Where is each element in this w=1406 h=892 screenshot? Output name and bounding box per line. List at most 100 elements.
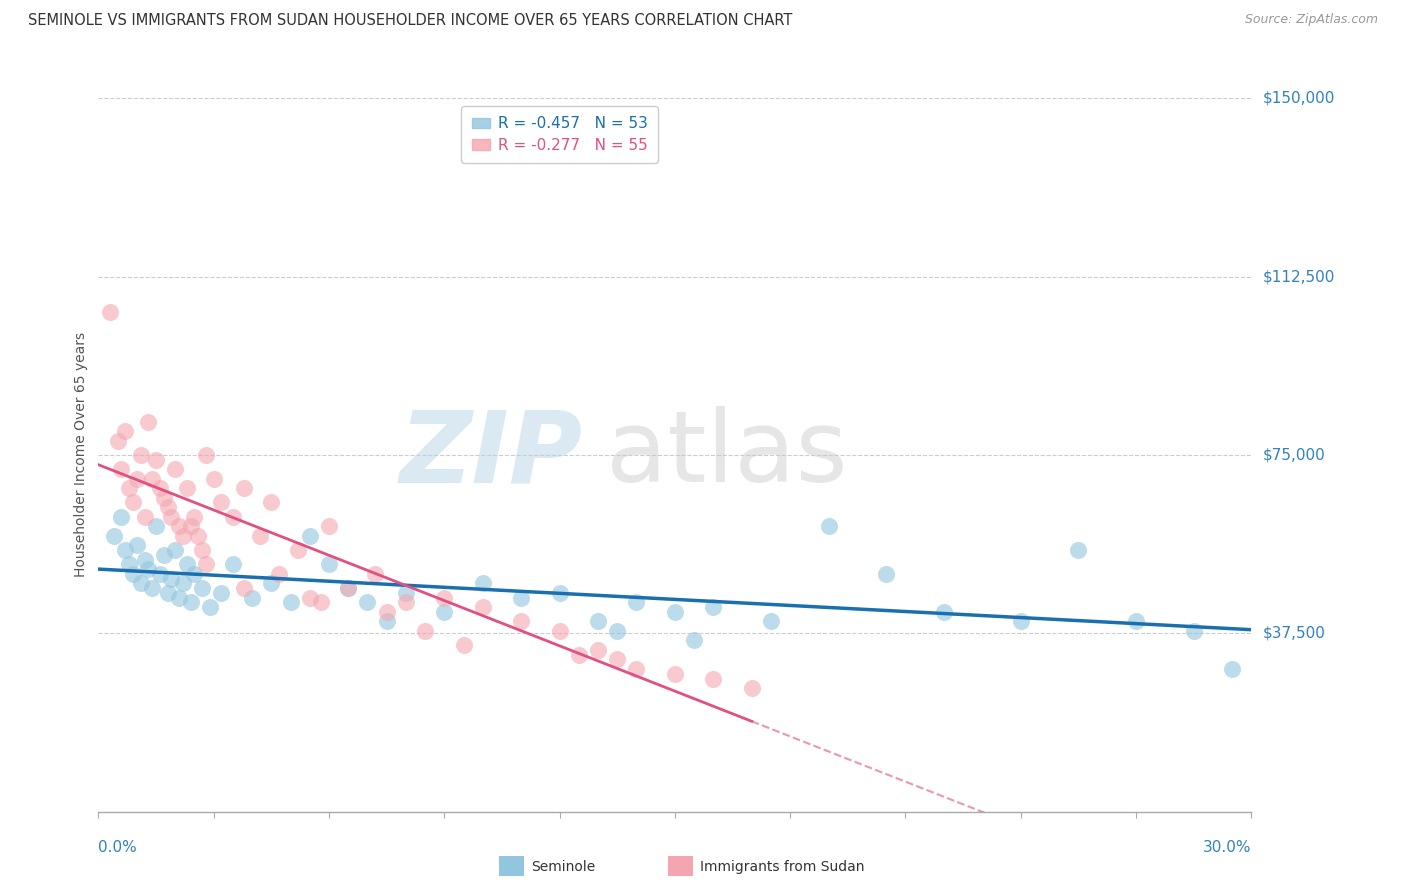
- Point: [395, 586, 418, 600]
- Point: [395, 595, 418, 609]
- Text: $75,000: $75,000: [1263, 448, 1326, 462]
- Point: [260, 576, 283, 591]
- Point: [222, 558, 245, 572]
- Point: [180, 519, 202, 533]
- Text: Immigrants from Sudan: Immigrants from Sudan: [700, 860, 865, 874]
- Point: [134, 552, 156, 566]
- Point: [152, 548, 174, 562]
- Point: [364, 566, 387, 581]
- Point: [191, 543, 214, 558]
- Point: [267, 566, 290, 581]
- Point: [318, 519, 340, 533]
- Point: [172, 529, 194, 543]
- Text: Source: ZipAtlas.com: Source: ZipAtlas.com: [1244, 13, 1378, 27]
- Point: [606, 652, 628, 666]
- Point: [129, 576, 152, 591]
- Point: [664, 605, 686, 619]
- Point: [222, 509, 245, 524]
- Point: [176, 481, 198, 495]
- Point: [510, 615, 533, 629]
- Text: $150,000: $150,000: [1263, 91, 1334, 105]
- Text: ZIP: ZIP: [399, 407, 582, 503]
- Point: [318, 558, 340, 572]
- Point: [98, 305, 121, 319]
- Point: [298, 591, 321, 605]
- Point: [129, 448, 152, 462]
- Point: [741, 681, 763, 695]
- Text: $112,500: $112,500: [1263, 269, 1334, 284]
- Point: [183, 509, 205, 524]
- Text: 30.0%: 30.0%: [1204, 840, 1251, 855]
- Point: [145, 519, 167, 533]
- Point: [176, 558, 198, 572]
- Point: [180, 595, 202, 609]
- Point: [606, 624, 628, 638]
- Point: [548, 624, 571, 638]
- Point: [875, 566, 897, 581]
- Point: [287, 543, 309, 558]
- Point: [356, 595, 378, 609]
- Point: [337, 581, 360, 595]
- Point: [375, 605, 398, 619]
- Point: [149, 481, 172, 495]
- Point: [156, 500, 179, 515]
- Text: 0.0%: 0.0%: [98, 840, 138, 855]
- Point: [118, 481, 141, 495]
- Point: [1010, 615, 1032, 629]
- Point: [167, 519, 190, 533]
- Point: [413, 624, 436, 638]
- Point: [280, 595, 302, 609]
- Point: [548, 586, 571, 600]
- Point: [311, 595, 333, 609]
- Point: [586, 643, 609, 657]
- Point: [932, 605, 955, 619]
- Point: [586, 615, 609, 629]
- Point: [337, 581, 360, 595]
- Point: [209, 495, 232, 509]
- Point: [471, 576, 494, 591]
- Point: [165, 543, 187, 558]
- Point: [134, 509, 156, 524]
- Point: [1125, 615, 1147, 629]
- Point: [626, 662, 648, 676]
- Point: [167, 591, 190, 605]
- Point: [702, 672, 724, 686]
- Point: [298, 529, 321, 543]
- Point: [172, 576, 194, 591]
- Point: [110, 462, 132, 476]
- Point: [759, 615, 782, 629]
- Point: [165, 462, 187, 476]
- Point: [1220, 662, 1243, 676]
- Point: [125, 538, 148, 552]
- Point: [702, 600, 724, 615]
- Point: [249, 529, 271, 543]
- Text: Seminole: Seminole: [531, 860, 596, 874]
- Point: [817, 519, 839, 533]
- Point: [453, 638, 475, 652]
- Point: [195, 448, 218, 462]
- Point: [433, 591, 456, 605]
- Point: [183, 566, 205, 581]
- Y-axis label: Householder Income Over 65 years: Householder Income Over 65 years: [75, 333, 89, 577]
- Point: [209, 586, 232, 600]
- Point: [138, 562, 160, 576]
- Point: [1182, 624, 1205, 638]
- Point: [160, 572, 183, 586]
- Point: [125, 472, 148, 486]
- Point: [141, 472, 163, 486]
- Point: [260, 495, 283, 509]
- Point: [191, 581, 214, 595]
- Point: [118, 558, 141, 572]
- Point: [510, 591, 533, 605]
- Point: [1067, 543, 1090, 558]
- Text: atlas: atlas: [606, 407, 848, 503]
- Point: [141, 581, 163, 595]
- Text: $37,500: $37,500: [1263, 626, 1326, 640]
- Point: [110, 509, 132, 524]
- Point: [156, 586, 179, 600]
- Point: [233, 481, 256, 495]
- Point: [107, 434, 129, 448]
- Point: [122, 566, 145, 581]
- Point: [103, 529, 125, 543]
- Point: [233, 581, 256, 595]
